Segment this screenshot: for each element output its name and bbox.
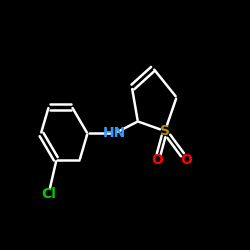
Text: Cl: Cl bbox=[41, 186, 56, 200]
Text: HN: HN bbox=[103, 126, 126, 140]
Text: O: O bbox=[151, 153, 163, 167]
Text: S: S bbox=[160, 124, 170, 138]
Text: O: O bbox=[180, 153, 192, 167]
